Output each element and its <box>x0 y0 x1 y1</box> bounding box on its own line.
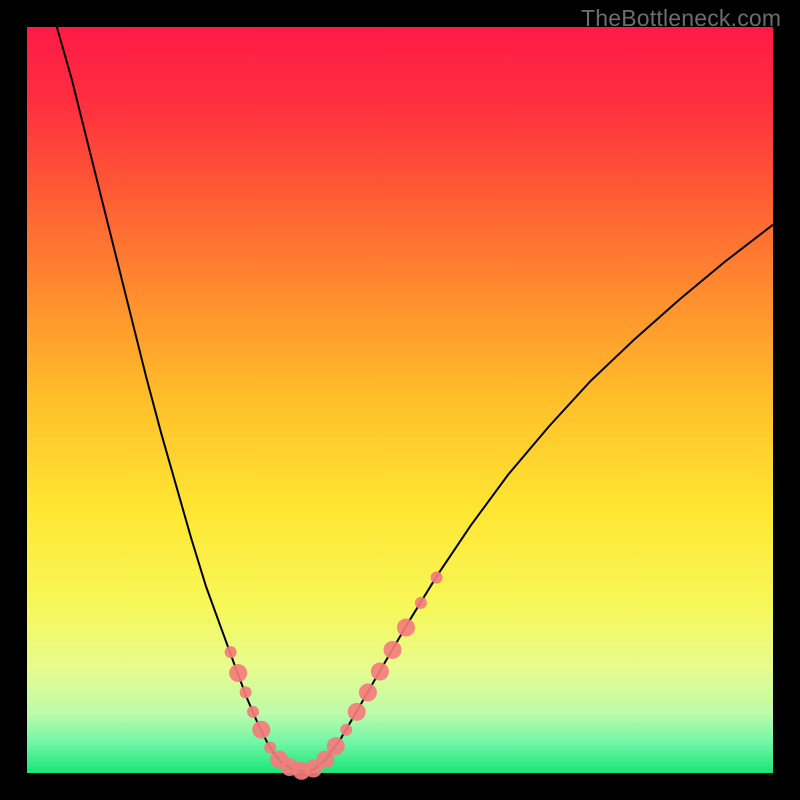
frame-left <box>0 0 27 800</box>
bottleneck-curve <box>57 27 773 772</box>
curve-dot <box>397 619 415 637</box>
curve-dot <box>371 663 389 681</box>
frame-right <box>773 0 800 800</box>
curve-dot <box>252 721 270 739</box>
curve-dot <box>225 646 237 658</box>
curve-dot <box>431 572 443 584</box>
watermark-text: TheBottleneck.com <box>581 5 781 32</box>
curve-dot <box>240 686 252 698</box>
curve-dot <box>348 703 366 721</box>
curve-dot <box>327 737 345 755</box>
plot-area <box>27 27 773 773</box>
curve-dot <box>247 706 259 718</box>
curve-dot <box>229 664 247 682</box>
frame-bottom <box>0 773 800 800</box>
curve-dot <box>415 597 427 609</box>
curve-dot <box>340 724 352 736</box>
curve-dot <box>359 683 377 701</box>
curve-dots <box>225 572 443 780</box>
chart-svg <box>27 27 773 773</box>
curve-dot <box>384 641 402 659</box>
curve-dot <box>264 742 276 754</box>
